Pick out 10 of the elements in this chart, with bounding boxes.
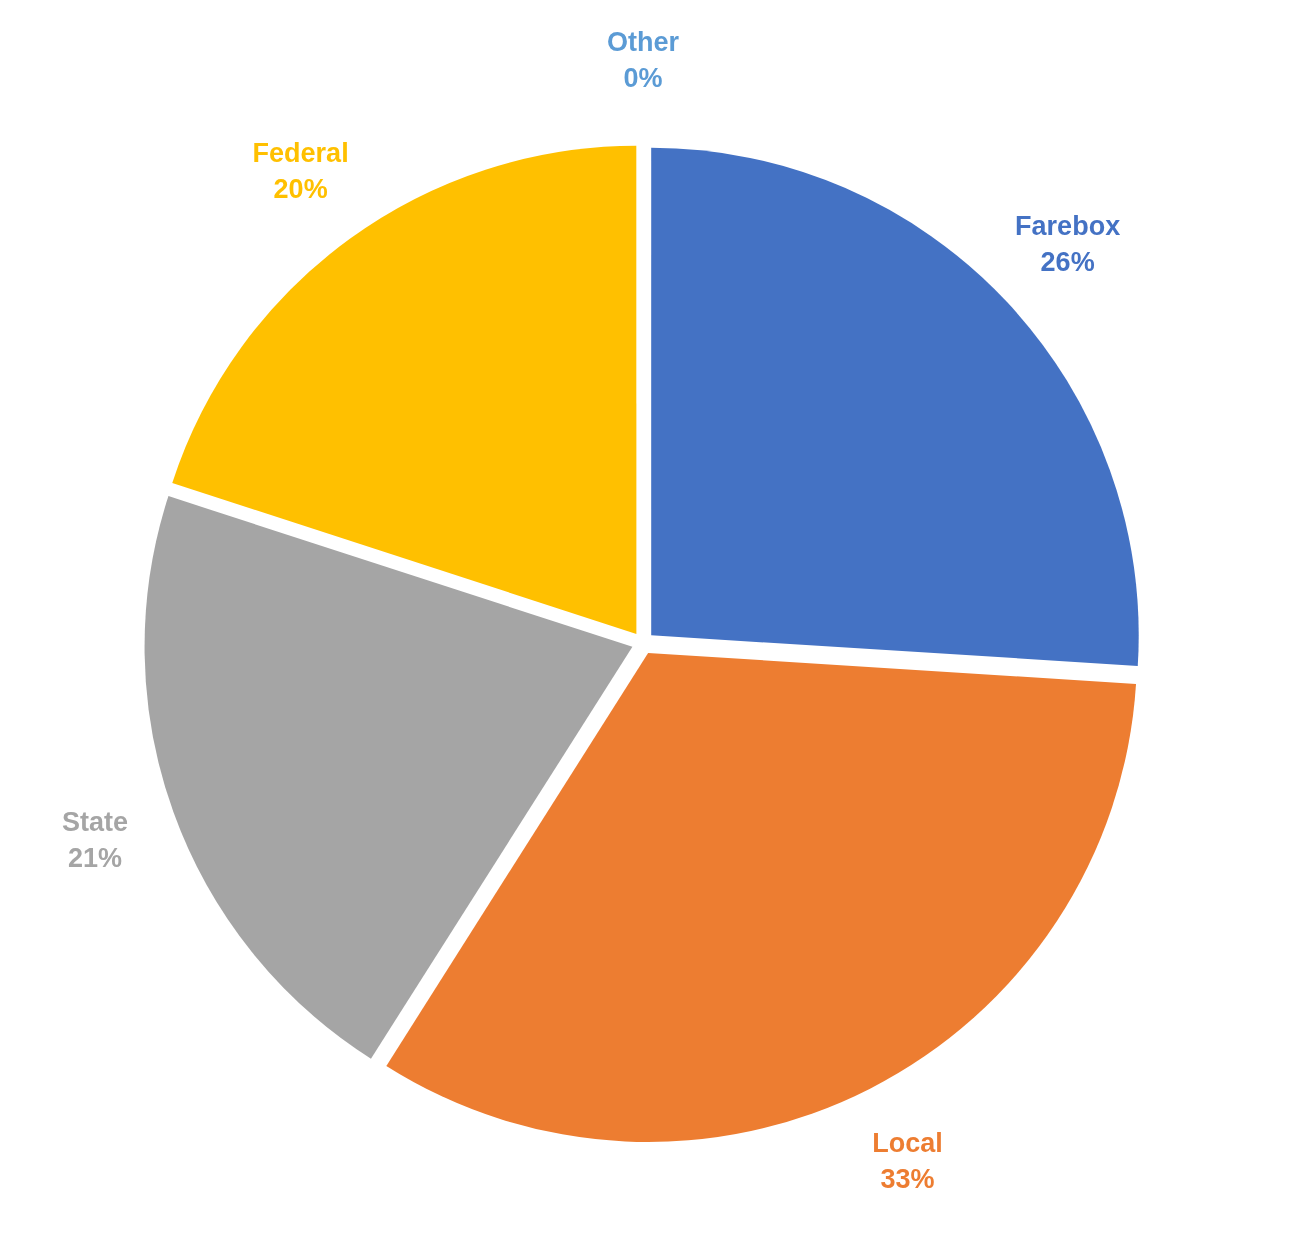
- slice-label: State: [61, 806, 128, 837]
- data-label: 33%: [880, 1164, 935, 1195]
- data-label: 20%: [273, 174, 328, 205]
- slice-label: Local: [872, 1128, 943, 1159]
- slice-label: Federal: [252, 138, 349, 169]
- data-label: 26%: [1040, 246, 1095, 277]
- data-label: 21%: [67, 842, 122, 873]
- slice-label: Farebox: [1015, 210, 1121, 241]
- category-label: Other: [606, 26, 680, 57]
- text: 0%: [623, 62, 663, 93]
